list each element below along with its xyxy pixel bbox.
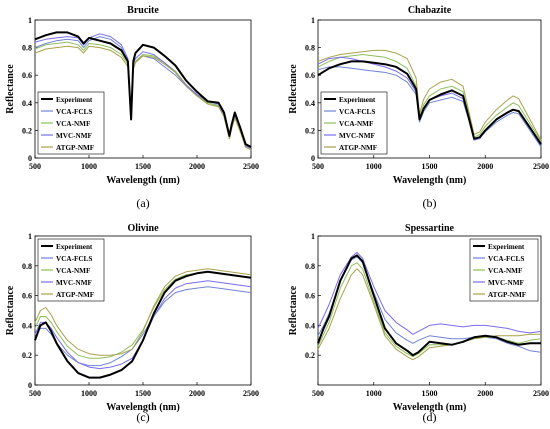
x-tick-label: 2000 xyxy=(477,389,493,398)
legend-label: Experiment xyxy=(56,96,93,104)
y-tick-label: 0 xyxy=(311,154,315,163)
series-line-mvc-nmf xyxy=(34,280,252,370)
x-tick-label: 1000 xyxy=(366,389,382,398)
x-tick-label: 1500 xyxy=(135,389,151,398)
x-tick-label: 1500 xyxy=(422,162,438,171)
x-tick-label: 2500 xyxy=(533,389,549,398)
legend-label: VCA-NMF xyxy=(488,267,523,275)
legend-label: ATGP-NMF xyxy=(339,144,378,152)
y-tick-label: 0.8 xyxy=(305,44,315,53)
x-axis-label: Wavelength (nm) xyxy=(106,175,180,186)
panel-label: (a) xyxy=(136,196,149,210)
series-line-experiment xyxy=(34,270,252,379)
y-tick-label: 0.8 xyxy=(22,44,32,53)
legend: Experiment VCA-FCLS VCA-NMF MVC-NMF ATGP-NMF xyxy=(320,91,388,155)
chart-title: Olivine xyxy=(127,223,159,234)
y-tick-label: 1 xyxy=(28,16,32,25)
y-tick-label: 0 xyxy=(28,381,32,390)
x-tick-label: 1500 xyxy=(135,162,151,171)
legend-label: ATGP-NMF xyxy=(488,291,527,299)
legend-label: MVC-NMF xyxy=(56,132,93,140)
x-axis-label: Wavelength (nm) xyxy=(393,175,467,186)
panel-label: (c) xyxy=(136,410,149,424)
legend-label: ATGP-NMF xyxy=(56,144,95,152)
y-tick-label: 0.2 xyxy=(305,126,315,135)
legend-label: VCA-FCLS xyxy=(488,255,524,263)
series-line-vca-nmf xyxy=(317,54,542,142)
legend-label: MVC-NMF xyxy=(339,132,376,140)
x-tick-label: 500 xyxy=(312,162,324,171)
legend-label: ATGP-NMF xyxy=(56,291,95,299)
y-tick-label: 0 xyxy=(28,154,32,163)
y-tick-label: 0.6 xyxy=(305,292,315,301)
panel-label: (d) xyxy=(423,410,437,424)
series-line-experiment xyxy=(34,31,252,148)
series-line-atgp-nmf xyxy=(34,268,252,356)
y-tick-label: 0.4 xyxy=(22,99,32,108)
x-axis-label: Wavelength (nm) xyxy=(106,402,180,413)
panel-label: (b) xyxy=(423,196,437,210)
legend: Experiment VCA-FCLS VCA-NMF MVC-NMF ATGP-NMF xyxy=(469,238,539,302)
legend-label: VCA-FCLS xyxy=(56,108,92,116)
legend-label: Experiment xyxy=(488,243,525,251)
x-tick-label: 500 xyxy=(29,389,41,398)
series-line-atgp-nmf xyxy=(317,49,542,141)
legend-label: VCA-FCLS xyxy=(339,108,375,116)
series-line-mvc-nmf xyxy=(317,251,542,335)
x-tick-label: 500 xyxy=(312,389,324,398)
y-axis-label: Reflectance xyxy=(288,64,299,114)
x-tick-label: 1000 xyxy=(81,389,97,398)
x-tick-label: 1000 xyxy=(81,162,97,171)
y-tick-label: 0.2 xyxy=(22,126,32,135)
y-axis-label: Reflectance xyxy=(5,285,16,335)
x-tick-label: 2500 xyxy=(243,389,259,398)
legend-label: VCA-FCLS xyxy=(56,255,92,263)
x-tick-label: 2500 xyxy=(533,162,549,171)
x-tick-label: 2000 xyxy=(189,389,205,398)
y-tick-label: 0.8 xyxy=(22,262,32,271)
y-tick-label: 0.4 xyxy=(305,99,315,108)
x-tick-label: 2000 xyxy=(189,162,205,171)
legend: Experiment VCA-FCLS VCA-NMF MVC-NMF ATGP-NMF xyxy=(37,238,105,302)
y-tick-label: 0.4 xyxy=(305,321,315,330)
legend: Experiment VCA-FCLS VCA-NMF MVC-NMF ATGP-NMF xyxy=(37,91,105,155)
series-line-vca-fcls xyxy=(317,66,542,148)
series-line-experiment xyxy=(317,254,541,357)
chart-title: Chabazite xyxy=(408,5,452,16)
y-tick-label: 0.6 xyxy=(305,71,315,80)
y-axis-label: Reflectance xyxy=(288,285,299,335)
y-tick-label: 1 xyxy=(311,16,315,25)
chart-title: Brucite xyxy=(127,5,159,16)
y-tick-label: 0.8 xyxy=(305,262,315,271)
legend-label: MVC-NMF xyxy=(56,279,93,287)
y-tick-label: 1 xyxy=(311,232,315,241)
y-tick-label: 0.6 xyxy=(22,71,32,80)
y-tick-label: 0.2 xyxy=(22,351,32,360)
x-tick-label: 2500 xyxy=(243,162,259,171)
x-tick-label: 2000 xyxy=(477,162,493,171)
x-tick-label: 1500 xyxy=(422,389,438,398)
x-tick-label: 1000 xyxy=(366,162,382,171)
x-axis-label: Wavelength (nm) xyxy=(393,402,467,413)
legend-label: MVC-NMF xyxy=(488,279,525,287)
legend-label: VCA-NMF xyxy=(339,120,374,128)
series-line-experiment xyxy=(317,60,542,145)
x-tick-label: 500 xyxy=(29,162,41,171)
legend-label: VCA-NMF xyxy=(56,267,91,275)
y-tick-label: 0.2 xyxy=(305,351,315,360)
y-tick-label: 0.6 xyxy=(22,292,32,301)
legend-label: Experiment xyxy=(339,96,376,104)
y-tick-label: 0.4 xyxy=(22,321,32,330)
y-tick-label: 1 xyxy=(28,232,32,241)
legend-label: Experiment xyxy=(56,243,93,251)
series-line-atgp-nmf xyxy=(317,268,541,361)
legend-label: VCA-NMF xyxy=(56,120,91,128)
chart-title: Spessartine xyxy=(405,223,454,234)
y-axis-label: Reflectance xyxy=(5,64,16,114)
